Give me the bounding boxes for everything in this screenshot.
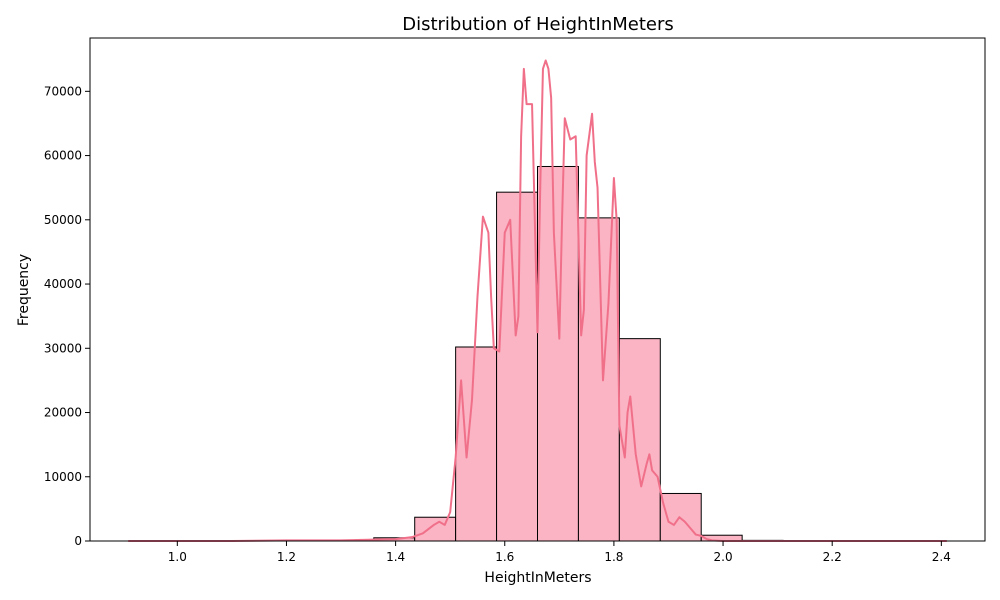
histogram-bar-7 [414,516,457,542]
y-axis-ticks: 0 10000 20000 30000 40000 50000 60000 70000 [44,84,90,548]
plot-frame [89,37,986,542]
x-tick-label-5: 2.0 [714,550,733,564]
x-tick-label-1: 1.2 [277,550,296,564]
y-tick-label-4: 40000 [44,277,82,291]
y-tick-label-3: 30000 [44,341,82,355]
x-tick-label-7: 2.4 [932,550,951,564]
x-tick-label-6: 2.2 [823,550,842,564]
y-tick-label-7: 70000 [44,84,82,98]
kde-curve [128,59,947,542]
histogram-bar-9 [496,191,539,542]
histogram-bar-8 [455,346,498,542]
x-tick-label-0: 1.0 [168,550,187,564]
histogram-bar-12 [618,338,661,542]
y-tick-label-0: 0 [74,534,82,548]
y-axis-label: Frequency [16,254,32,326]
y-tick-label-6: 60000 [44,149,82,163]
x-axis-ticks: 1.0 1.2 1.4 1.6 1.8 2.0 2.2 2.4 [168,541,951,564]
x-tick-label-4: 1.8 [604,550,623,564]
x-tick-label-2: 1.4 [386,550,405,564]
x-tick-label-3: 1.6 [495,550,514,564]
y-tick-label-1: 10000 [44,470,82,484]
histogram-bar-10 [537,165,579,542]
histogram-bars [332,165,784,542]
chart-title: Distribution of HeightInMeters [402,14,674,35]
x-axis-label: HeightInMeters [484,570,591,586]
y-tick-label-5: 50000 [44,213,82,227]
y-tick-label-2: 20000 [44,406,82,420]
